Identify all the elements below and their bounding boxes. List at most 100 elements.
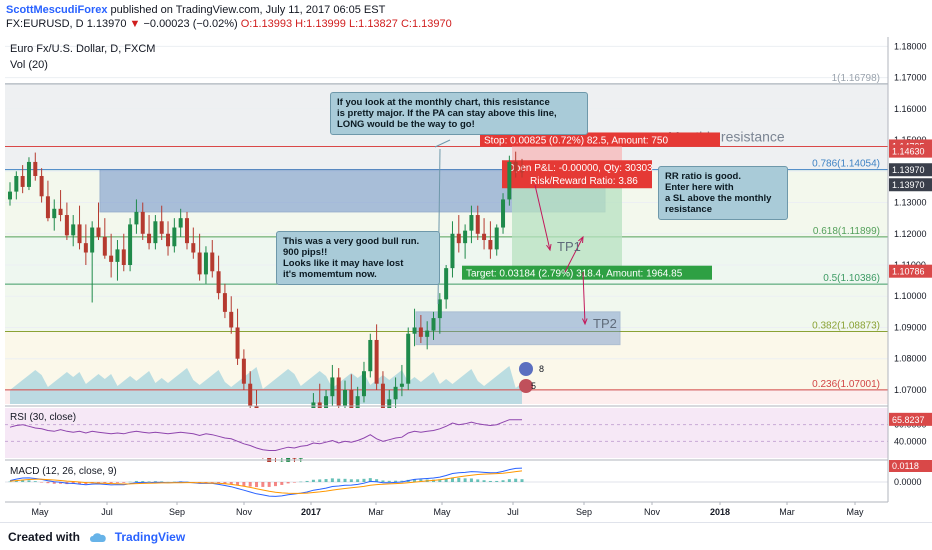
candle-body (191, 243, 196, 253)
volume-legend: Vol (20) (10, 59, 48, 71)
macd-histogram-bar (457, 477, 461, 482)
candle-body (115, 249, 120, 262)
macd-histogram-bar (261, 482, 265, 487)
macd-histogram-bar (400, 480, 404, 482)
demand-zone-box (415, 311, 621, 346)
macd-histogram-bar (387, 480, 391, 482)
macd-histogram-bar (356, 479, 360, 482)
tradingview-link[interactable]: TradingView (114, 530, 186, 544)
candle-body (172, 227, 177, 247)
macd-histogram-bar (84, 482, 88, 485)
macd-histogram-bar (381, 480, 385, 482)
price-tick-label: 1.07000 (894, 385, 927, 395)
macd-tick-label: 0.0000 (894, 477, 922, 487)
candle-body (444, 268, 449, 300)
arrow-down-2 (582, 271, 586, 325)
candle-body (324, 396, 329, 419)
candle-body (20, 175, 25, 187)
note-monthly-resistance[interactable]: If you look at the monthly chart, this r… (330, 92, 588, 135)
candle-body (109, 255, 114, 262)
candle-body (26, 161, 31, 187)
candle-body (153, 221, 158, 244)
macd-histogram-bar (362, 478, 366, 482)
time-tick-label: May (31, 507, 49, 517)
candle-body (96, 227, 101, 237)
macd-histogram-bar (343, 478, 347, 482)
macd-histogram-bar (280, 482, 284, 485)
time-tick-label: May (433, 507, 451, 517)
time-tick-label: Nov (644, 507, 661, 517)
candle-body (406, 333, 411, 384)
macd-histogram-bar (349, 479, 353, 482)
candle-body (482, 233, 487, 241)
event-badge-icon (519, 362, 533, 376)
price-tick-label: 1.09000 (894, 322, 927, 332)
macd-histogram-bar (292, 482, 296, 483)
target-label: Target: 0.03184 (2.79%) 318.4, Amount: 1… (466, 269, 683, 280)
fib-label: 1(1.16798) (832, 73, 880, 84)
macd-histogram-bar (311, 479, 315, 482)
fib-label: 0.618(1.11899) (813, 226, 880, 237)
candle-body (33, 161, 38, 176)
macd-histogram-bar (147, 481, 151, 482)
price-tag-bg (889, 163, 932, 177)
footer: Created with TradingView (0, 522, 932, 550)
macd-histogram-bar (153, 481, 157, 482)
candle-body (216, 271, 221, 294)
candle-body (229, 311, 234, 328)
macd-histogram-bar (242, 482, 246, 486)
stop-label: Stop: 0.00825 (0.72%) 82.5, Amount: 750 (484, 135, 668, 146)
macd-histogram-bar (109, 482, 113, 484)
created-with-text: Created with (8, 530, 81, 544)
macd-histogram-bar (115, 482, 119, 483)
candle-body (210, 252, 215, 272)
candle-body (184, 218, 189, 244)
note-bull-run[interactable]: This was a very good bull run. 900 pips!… (276, 231, 440, 285)
arrow-up-head (578, 235, 584, 244)
macd-histogram-bar (46, 482, 50, 484)
author-link[interactable]: ScottMescudiForex (6, 4, 108, 16)
instrument-legend: Euro Fx/U.S. Dollar, D, FXCM (10, 43, 155, 55)
candle-body (39, 175, 44, 197)
macd-line (9, 467, 523, 497)
candle-body (463, 230, 468, 244)
candle-body (90, 227, 95, 253)
macd-histogram-bar (210, 482, 214, 483)
note-pointer-2 (434, 139, 451, 148)
candle-body (418, 327, 423, 337)
price-tag-bg (889, 178, 932, 192)
macd-histogram-bar (368, 478, 372, 482)
macd-value-bg (889, 460, 932, 472)
candle-body (147, 233, 152, 244)
macd-histogram-bar (166, 481, 170, 483)
macd-histogram-bar (318, 479, 322, 482)
candle-body (380, 383, 385, 409)
macd-histogram-bar (444, 478, 448, 482)
macd-histogram-bar (59, 482, 63, 484)
event-badge-icon (519, 379, 533, 393)
macd-histogram-bar (14, 480, 18, 482)
macd-histogram-bar (394, 480, 398, 482)
fib-label: 0.382(1.08873) (812, 320, 880, 331)
note-rr-ratio[interactable]: RR ratio is good. Enter here with a SL a… (658, 166, 788, 220)
candle-body (197, 252, 202, 275)
candle-body (501, 199, 506, 228)
candle-body (166, 233, 171, 247)
event-badge-count: 5 (531, 381, 536, 391)
macd-histogram-bar (8, 481, 12, 483)
macd-histogram-bar (273, 482, 277, 487)
last-price: 1.13970 (86, 18, 127, 30)
macd-histogram-bar (134, 480, 138, 482)
macd-histogram-bar (520, 479, 524, 482)
symbol-line: FX:EURUSD, D 1.13970 ▼ −0.00023 (−0.02%)… (6, 17, 926, 31)
macd-histogram-bar (223, 482, 227, 484)
candle-body (241, 358, 246, 384)
candle-body (159, 221, 164, 234)
chart-header: ScottMescudiForex published on TradingVi… (0, 0, 932, 32)
candle-body (475, 215, 480, 234)
candle-body (248, 383, 253, 406)
macd-histogram-bar (337, 478, 341, 482)
macd-histogram-bar (96, 482, 100, 483)
candle-body (178, 218, 183, 228)
candle-body (513, 161, 518, 172)
